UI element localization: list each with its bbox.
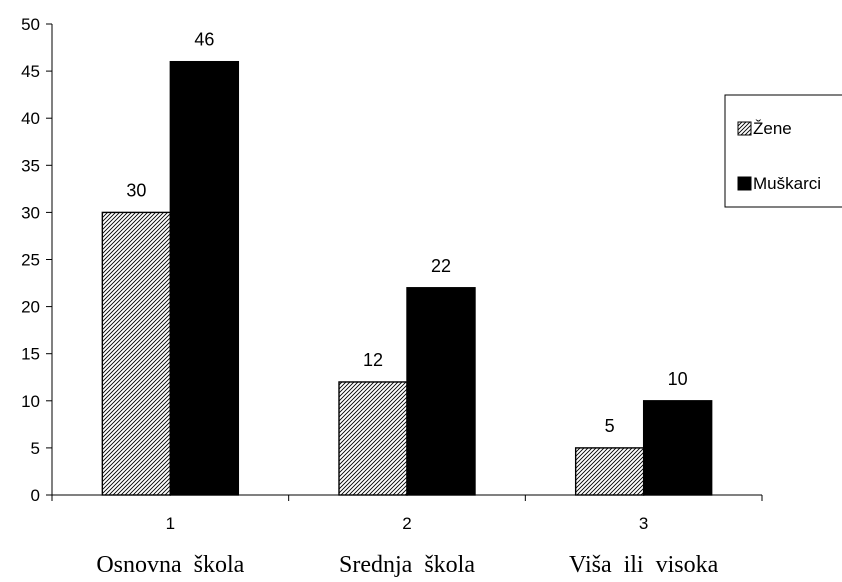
y-tick-label: 50 xyxy=(21,15,40,34)
legend-label: Muškarci xyxy=(753,174,821,193)
category-description: Osnovna škola xyxy=(96,552,244,578)
bar-zene xyxy=(338,381,408,496)
legend-swatch-muskarci xyxy=(737,176,752,191)
data-label: 30 xyxy=(126,180,146,200)
data-label: 46 xyxy=(194,30,214,50)
x-tick-label: 2 xyxy=(402,514,411,533)
x-tick-label: 1 xyxy=(166,514,175,533)
data-label: 12 xyxy=(363,350,383,370)
y-tick-label: 0 xyxy=(31,486,40,505)
data-labels: 30 12 5 46 22 10 xyxy=(126,30,687,436)
category-description: Viša ili visoka xyxy=(569,552,719,578)
y-tick-label: 30 xyxy=(21,203,40,222)
bar-muskarci xyxy=(406,287,476,496)
category-description: Srednja škola xyxy=(339,552,475,578)
y-tick-label: 15 xyxy=(21,345,40,364)
legend-label: Žene xyxy=(753,119,792,138)
x-tick-label: 3 xyxy=(639,514,648,533)
data-label: 22 xyxy=(431,256,451,276)
y-tick-label: 35 xyxy=(21,156,40,175)
data-label: 10 xyxy=(668,369,688,389)
x-axis: 1 Osnovna škola 2 Srednja škola 3 Viša ili vi… xyxy=(51,494,763,578)
y-tick-label: 45 xyxy=(21,62,40,81)
y-tick-label: 5 xyxy=(31,439,40,458)
y-axis: 0 5 10 15 20 25 30 35 40 45 50 xyxy=(21,15,53,505)
bar-muskarci xyxy=(642,400,713,496)
y-tick-label: 10 xyxy=(21,392,40,411)
y-tick-label: 25 xyxy=(21,251,40,270)
legend-swatch-zene xyxy=(737,121,752,136)
legend: Žene Muškarci xyxy=(724,94,842,208)
y-tick-label: 40 xyxy=(21,109,40,128)
data-label: 5 xyxy=(605,416,615,436)
bar-zene xyxy=(101,211,172,496)
bar-muskarci xyxy=(169,60,240,496)
bars xyxy=(101,60,713,496)
bar-zene xyxy=(574,447,645,496)
y-tick-label: 20 xyxy=(21,298,40,317)
